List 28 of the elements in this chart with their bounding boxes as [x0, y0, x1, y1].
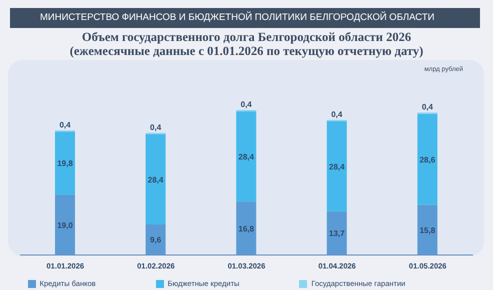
bar — [146, 134, 166, 224]
data-label: 0,4 — [59, 120, 72, 130]
data-label: 19,0 — [57, 220, 74, 230]
data-label: 0,4 — [240, 100, 252, 109]
data-label: 15,8 — [420, 226, 436, 235]
data-label: 28,4 — [238, 152, 255, 162]
chart-title: Объем государственного долга Белгородской области 2026 — [80, 30, 412, 44]
bar — [417, 114, 438, 205]
data-label: 9,6 — [150, 236, 162, 245]
bar — [236, 202, 256, 255]
bar — [146, 224, 166, 255]
data-label: 13,7 — [329, 229, 346, 238]
text: МИНИСТЕРСТВО ФИНАНСОВ И БЮДЖЕТНОЙ ПОЛИТИКИ БЕЛГОРОДСКОЙ ОБЛАСТИ — [10, 8, 480, 28]
data-label: 19,8 — [57, 159, 74, 168]
bar — [236, 111, 256, 202]
bar — [55, 132, 75, 195]
bar — [326, 121, 347, 212]
data-label: 0,4 — [331, 110, 343, 119]
data-label: 28,6 — [420, 155, 436, 164]
data-label: 16,8 — [238, 224, 255, 234]
data-label: 28,4 — [329, 162, 346, 172]
bar — [55, 194, 75, 255]
data-label: 0,4 — [150, 122, 162, 132]
data-label: 28,4 — [148, 175, 164, 184]
chart-subtitle: (ежемесячные данные с 01.01.2026 по текущую отчетную дату) — [68, 44, 424, 58]
bar — [417, 204, 438, 255]
bar — [326, 211, 347, 255]
data-label: 0,4 — [422, 102, 434, 112]
